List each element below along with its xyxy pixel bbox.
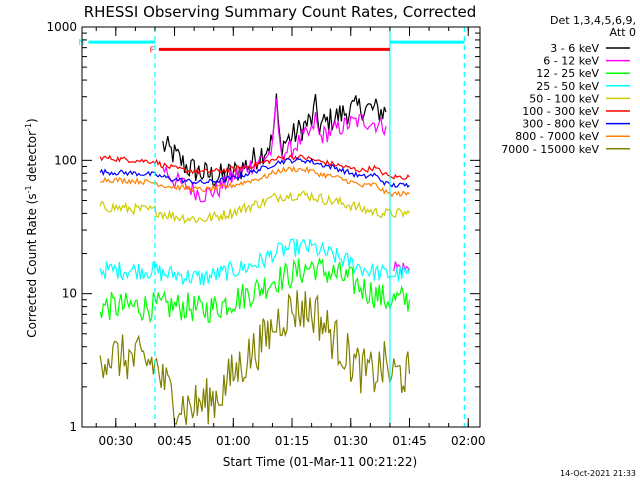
plot-frame (81, 26, 481, 428)
plot-area (99, 27, 465, 427)
timestamp: 14-Oct-2021 21:33 (560, 469, 636, 478)
series-line-5 (99, 154, 410, 180)
series-line-0 (162, 93, 387, 187)
series-line-2 (99, 257, 411, 324)
x-tick-label-0: 00:30 (99, 434, 134, 448)
y-axis-label-suffix: ) (25, 118, 39, 123)
legend-label-8: 7000 - 15000 keV (501, 143, 599, 156)
series-line-8 (99, 290, 411, 425)
flag-label-1: N (78, 38, 84, 47)
series-line-4 (99, 190, 411, 224)
legend-label-3: 25 - 50 keV (536, 80, 599, 93)
x-tick-label-3: 01:15 (275, 434, 310, 448)
chart-title: RHESSI Observing Summary Count Rates, Co… (84, 3, 477, 21)
legend-label-7: 800 - 7000 keV (515, 130, 599, 143)
y-tick-label-1: 100 (54, 153, 77, 167)
legend-header-0: Det 1,3,4,5,6,9, (550, 14, 636, 27)
x-tick-label-5: 01:45 (392, 434, 427, 448)
series-line-3 (99, 238, 411, 286)
axes: 1000 100 10 1 00:30 00:45 01:00 01:15 01:30 01:45… (46, 20, 485, 448)
series-line-7 (100, 165, 410, 198)
y-axis-label-prefix: Corrected Count Rate (s (25, 193, 39, 337)
y-tick-label-0: 1000 (46, 20, 77, 34)
y-axis-label: Corrected Count Rate (s-1 detector-1) (24, 118, 39, 337)
legend-header-1: Att 0 (610, 26, 636, 39)
legend-label-0: 3 - 6 keV (550, 42, 599, 55)
x-axis-label: Start Time (01-Mar-11 00:21:22) (223, 455, 417, 469)
legend-label-6: 300 - 800 keV (522, 118, 599, 131)
legend-label-4: 50 - 100 keV (529, 92, 599, 105)
flag-label-0: F (150, 45, 155, 54)
y-axis-label-mid: detector (25, 131, 39, 186)
y-tick-label-3: 1 (69, 420, 77, 434)
x-tick-label-6: 02:00 (451, 434, 486, 448)
x-tick-label-2: 01:00 (216, 434, 251, 448)
y-tick-label-2: 10 (62, 287, 77, 301)
legend-label-1: 6 - 12 keV (543, 55, 599, 68)
y-axis-label-sup-1: -1 (24, 185, 33, 193)
legend-label-2: 12 - 25 keV (536, 67, 599, 80)
y-axis-label-sup-2: -1 (24, 123, 33, 131)
x-tick-label-4: 01:30 (333, 434, 368, 448)
x-tick-label-1: 00:45 (157, 434, 192, 448)
series-line-6 (99, 157, 410, 188)
legend-label-5: 100 - 300 keV (522, 105, 599, 118)
flag-bars: FN (78, 38, 465, 54)
